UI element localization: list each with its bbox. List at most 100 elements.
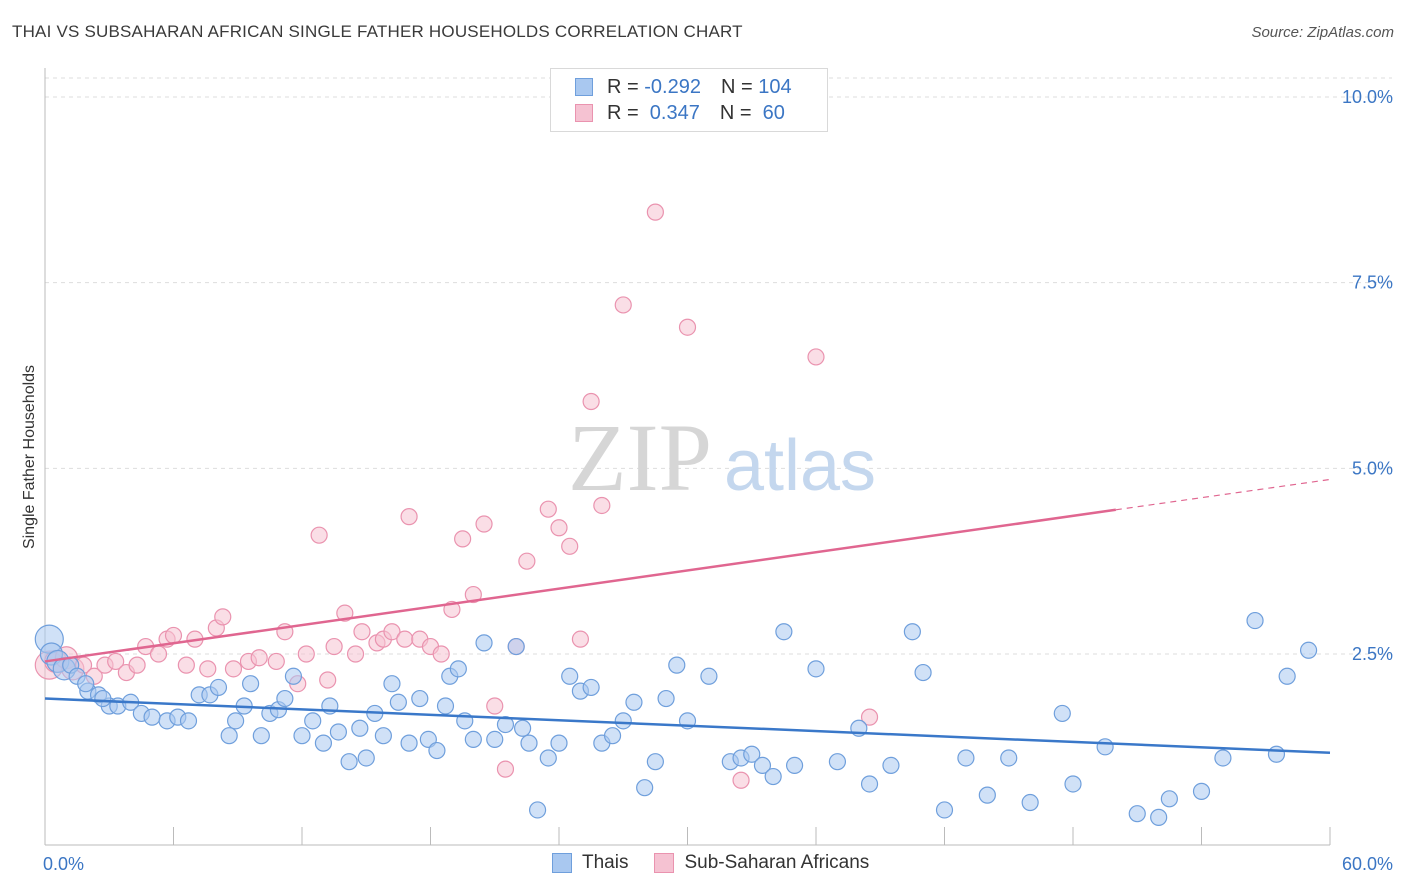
thais-data-point [1000,749,1018,767]
thais-data-point [753,756,772,775]
ssa-data-point [593,496,611,515]
ssa-data-point [164,626,183,645]
thais-data-point [179,712,198,730]
ssa-n-label: N = [719,101,758,124]
thais-points [34,611,1318,826]
thais-data-point [1192,782,1211,800]
ssa-data-point [454,530,472,548]
ssa-data-point [224,660,243,678]
thais-data-point [357,749,375,767]
thais-data-point [496,715,515,734]
ssa-data-point [582,392,600,411]
thais-data-point [374,727,392,745]
thais-swatch [575,78,593,96]
thais-data-point [143,708,161,726]
ssa-data-point [807,348,825,366]
ssa-data-point [518,552,536,570]
thais-data-point [914,663,932,682]
thais-data-point [625,693,643,711]
thais-data-point [978,786,996,804]
thais-data-point [743,745,761,763]
tick-labels: 2.5% 5.0% 7.5% 10.0% 0.0% 60.0% [43,87,1393,874]
stats-legend: R = -0.292 N = 104 R = 0.347 N = 60 [550,68,828,132]
thais-data-point [1021,793,1039,812]
thais-data-point [314,734,333,752]
thais-data-point [957,749,975,767]
thais-data-point [1214,749,1232,767]
thais-data-point [486,730,504,749]
thais-data-point [528,801,547,819]
thais-data-point [293,727,311,745]
thais-data-point [513,719,532,737]
ssa-data-point [199,660,217,678]
y-tick-label: 7.5% [1352,273,1393,293]
ssa-data-point [149,645,168,663]
ssa-n-value: 60 [757,101,785,124]
ssa-data-point [732,771,750,789]
thais-data-point [828,753,847,771]
thais-data-point [657,689,675,708]
legend-swatch-thais [552,853,572,873]
thais-data-point [764,767,782,786]
thais-data-point [520,734,538,752]
thais-data-point [561,667,579,685]
thais-n-value: 104 [758,75,792,98]
thais-data-point [860,775,879,793]
thais-data-point [242,675,260,693]
ssa-data-point [267,652,285,671]
thais-data-point [383,675,401,693]
thais-data-point [209,678,228,697]
ssa-data-point [860,708,879,726]
ssa-trend-line-extension [1115,478,1331,511]
thais-data-point [614,712,632,730]
thais-data-point [252,727,270,745]
thais-data-point [329,723,348,741]
thais-data-point [77,675,95,693]
thais-data-point [1160,790,1178,808]
thais-data-point [550,734,568,752]
thais-data-point [1267,745,1286,763]
watermark: ZIP atlas [568,404,876,511]
thais-trend-line [44,697,1331,755]
ssa-data-point [319,671,337,689]
thais-data-point [636,779,654,797]
thais-data-point [475,634,493,652]
thais-n-label: N = [720,75,759,98]
ssa-data-point [346,645,365,663]
thais-data-point [389,693,407,711]
ssa-swatch [575,104,593,122]
thais-data-point [1053,704,1071,723]
thais-r-value: -0.292 [644,75,701,98]
stats-legend-row-thais: R = -0.292 N = 104 [575,75,792,99]
thais-data-point [436,697,455,715]
ssa-data-point [646,203,664,221]
thais-data-point [227,712,245,730]
thais-data-point [935,801,954,819]
y-tick-label: 10.0% [1342,87,1393,107]
ssa-data-point [400,508,418,526]
legend-swatch-ssa [654,853,675,873]
ssa-data-point [432,645,450,663]
thais-data-point [582,678,600,697]
watermark-atlas: atlas [724,426,876,506]
y-tick-label: 2.5% [1352,644,1393,664]
y-tick-label: 5.0% [1352,458,1393,478]
x-tick-label-min: 0.0% [43,854,84,874]
ssa-data-point [250,649,268,667]
thais-data-point [464,730,482,749]
ssa-data-point [561,537,579,555]
thais-data-point [775,623,793,641]
thais-data-point [1278,667,1296,685]
thais-data-point [507,637,525,656]
ssa-r-label: R = [607,101,645,124]
thais-data-point [276,689,294,708]
ssa-data-point [539,500,557,518]
ssa-data-point [297,645,315,663]
thais-data-point [539,749,557,767]
watermark-zip: ZIP [568,404,712,511]
thais-data-point [284,667,303,685]
source-note: Source: ZipAtlas.com [1251,24,1394,41]
ssa-data-point [678,318,697,336]
ssa-data-point [571,630,590,648]
ssa-data-point [614,296,632,314]
